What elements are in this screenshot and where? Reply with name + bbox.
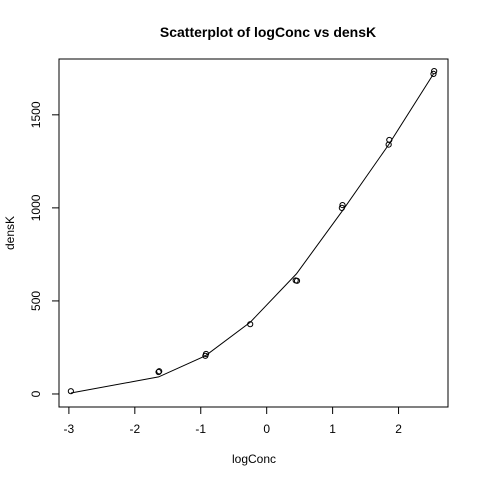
x-axis: -3 -2 -1 0 1 2 [64, 407, 402, 436]
data-point [202, 350, 210, 358]
x-axis-label: logConc [232, 452, 276, 466]
data-points [67, 67, 438, 395]
data-point [67, 388, 74, 395]
y-axis: 0 500 1000 1500 [29, 101, 59, 397]
y-tick-label: 500 [29, 291, 43, 311]
y-axis-label: densK [3, 216, 17, 250]
data-point [156, 368, 163, 375]
chart-title: Scatterplot of logConc vs densK [160, 24, 376, 40]
data-point [155, 368, 162, 376]
x-tick-label: 0 [263, 422, 270, 436]
fit-line [70, 73, 434, 394]
data-point [293, 277, 301, 284]
y-tick-label: 1500 [29, 101, 43, 128]
x-tick-label: 2 [395, 422, 402, 436]
plot-frame [58, 58, 449, 408]
data-point [386, 136, 393, 144]
data-point [339, 201, 346, 209]
data-point [338, 204, 345, 211]
data-point [247, 321, 254, 328]
x-tick-label: -3 [64, 422, 75, 436]
x-tick-label: -1 [195, 422, 206, 436]
y-tick-label: 0 [29, 390, 43, 397]
data-point [431, 67, 438, 75]
x-tick-label: -2 [129, 422, 140, 436]
x-tick-label: 1 [329, 422, 336, 436]
y-tick-label: 1000 [29, 194, 43, 221]
data-point [430, 70, 437, 77]
